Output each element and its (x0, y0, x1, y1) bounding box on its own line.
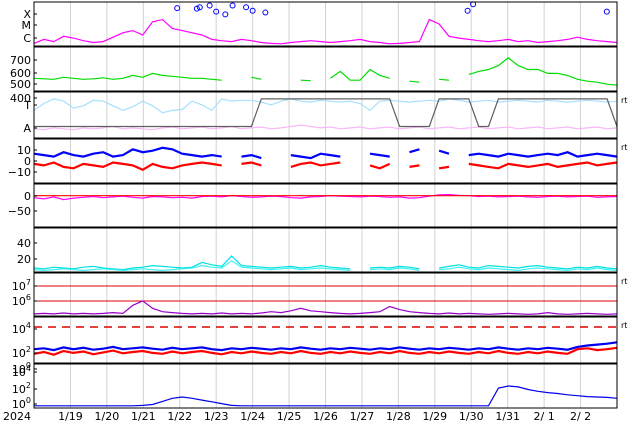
series-line-density-0 (33, 255, 618, 271)
series-line-class-0 (33, 18, 618, 45)
x-axis: 2024 1/19 1/20 1/21 1/22 1/23 1/24 1/25 1/26 1/2… (3, 410, 591, 423)
series-line-t_a-2 (34, 98, 618, 128)
panel-frame (33, 316, 618, 364)
x-tick-label: 1/25 (277, 410, 302, 423)
x-tick-label: 2/ 2 (570, 410, 591, 423)
x-tick-label: 2/ 1 (534, 410, 555, 423)
flare-marker (243, 4, 250, 11)
flare-marker (464, 7, 471, 14)
x-tick-label: 1/24 (240, 410, 265, 423)
series-line-t_a-1 (33, 98, 618, 114)
y-tick-label: 20 (17, 253, 31, 266)
y-tick-label: 107 (12, 278, 31, 293)
y-tick-label: C (23, 32, 31, 45)
panel-frame (33, 363, 618, 409)
panel-frame (33, 46, 618, 92)
x-tick-label: 1/27 (350, 410, 375, 423)
panel-side-label: rt (621, 96, 627, 105)
y-tick-label: X (23, 8, 31, 21)
y-tick-label: 106 (12, 293, 31, 308)
x-tick-label: 1/22 (167, 410, 192, 423)
x-tick-label: 1/26 (313, 410, 338, 423)
series-line-speed-0 (33, 57, 618, 86)
flare-marker (262, 9, 269, 16)
panel-class: XMC (22, 1, 618, 47)
panel-imf: 100−10 rt (8, 138, 627, 184)
x-tick-label: 1/21 (131, 410, 156, 423)
flare-marker (196, 4, 203, 11)
y-tick-label: 0 (24, 190, 31, 203)
y-tick-label: 10 (17, 144, 31, 157)
y-tick-label: 102 (12, 381, 31, 396)
panel-bz: 0−50 (8, 183, 618, 228)
flare-marker (213, 8, 220, 15)
panel-frame (33, 227, 618, 273)
y-tick-label: 700 (10, 54, 31, 67)
series-line-density-1 (33, 260, 618, 272)
panel-frame (33, 272, 618, 317)
x-tick-label: 1/20 (95, 410, 120, 423)
series-line-imf-1 (33, 161, 618, 172)
panel-side-label: rt (621, 277, 627, 286)
flare-marker (222, 11, 229, 18)
flare-marker (193, 5, 200, 12)
y-tick-label: 0 (24, 155, 31, 168)
x-tick-label: 1/19 (58, 410, 83, 423)
y-tick-label: −10 (8, 166, 31, 179)
y-tick-label: 104 (12, 321, 31, 336)
flare-marker (229, 2, 236, 9)
x-tick-label: 1/31 (495, 410, 520, 423)
chart-panels: XMC700600500400TArt100−10rt0−50402010710… (8, 1, 627, 411)
flare-marker (206, 2, 213, 9)
series-line-electron-1 (33, 346, 618, 356)
y-tick-label: A (23, 122, 31, 135)
y-tick-label: 40 (17, 237, 31, 250)
series-line-bottom-0 (34, 385, 618, 407)
flare-marker (174, 5, 181, 12)
panel-side-label: rt (621, 143, 627, 152)
x-tick-label: 1/28 (386, 410, 411, 423)
y-tick-label: M (22, 19, 32, 32)
x-axis-year-label: 2024 (3, 410, 31, 423)
series-line-t_a-0 (33, 124, 618, 131)
y-tick-label: 104 (12, 364, 31, 379)
series-line-electron-0 (33, 341, 618, 352)
panel-frame (33, 91, 618, 139)
panel-side-label: rt (621, 321, 627, 330)
x-tick-label: 1/23 (204, 410, 229, 423)
y-tick-label: 100 (12, 396, 31, 411)
series-line-imf-0 (33, 146, 618, 160)
series-line-proton-0 (33, 300, 618, 315)
y-tick-label: 400 (10, 92, 31, 105)
y-tick-label: T (23, 99, 31, 112)
x-tick-label: 1/29 (422, 410, 447, 423)
y-tick-label: 500 (10, 78, 31, 91)
y-tick-label: −50 (8, 205, 31, 218)
x-tick-label: 1/30 (459, 410, 484, 423)
flare-marker (603, 8, 610, 15)
y-tick-label: 600 (10, 67, 31, 80)
panel-frame (33, 183, 618, 228)
flare-marker (249, 7, 256, 14)
panel-frame (33, 1, 618, 47)
y-tick-label: 102 (12, 345, 31, 360)
